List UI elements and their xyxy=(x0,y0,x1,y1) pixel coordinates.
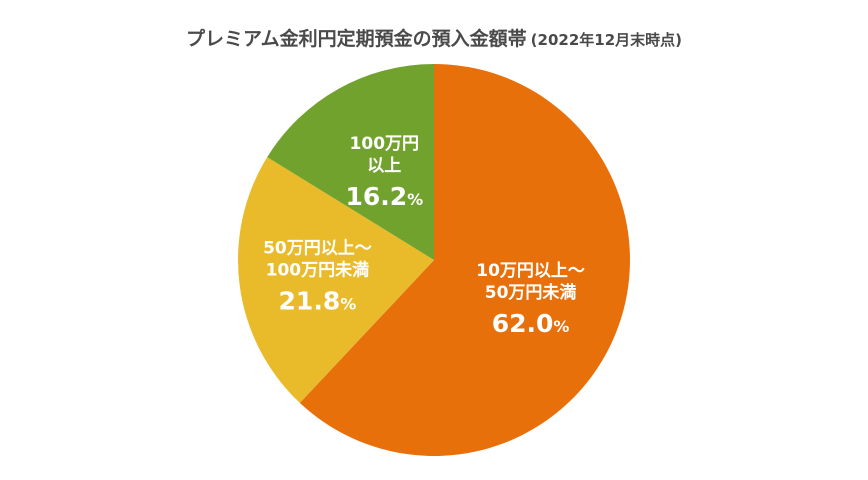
slice-0-label-line-0: 10万円以上～ xyxy=(476,261,585,281)
slice-1-value-label: 21.8% xyxy=(279,287,357,316)
slice-1-label-line-0: 50万円以上～ xyxy=(263,239,372,259)
slice-1-label-line-1: 100万円未満 xyxy=(266,260,370,281)
pie-slice-1 xyxy=(238,157,434,403)
pie-slice-2 xyxy=(267,64,434,260)
pie-slice-0 xyxy=(299,64,630,456)
pie-slices xyxy=(238,64,630,456)
slice-2-value-label: 16.2% xyxy=(345,182,423,211)
pie-labels: 10万円以上～50万円未満 62.0% 50万円以上～100万円未満 21.8% 100… xyxy=(263,134,585,338)
slice-2-label-line-0: 100万円 xyxy=(350,134,420,154)
slice-2-label-line-1: 以上 xyxy=(367,156,401,176)
chart-subtitle: (2022年12月末時点) xyxy=(530,31,682,49)
slice-0-label-line-1: 50万円未満 xyxy=(485,282,577,303)
chart-title: プレミアム金利円定期預金の預入金額帯 (2022年12月末時点) xyxy=(0,24,868,51)
chart-title-main: プレミアム金利円定期預金の預入金額帯 xyxy=(185,28,527,50)
slice-0-value-label: 62.0% xyxy=(492,309,570,338)
